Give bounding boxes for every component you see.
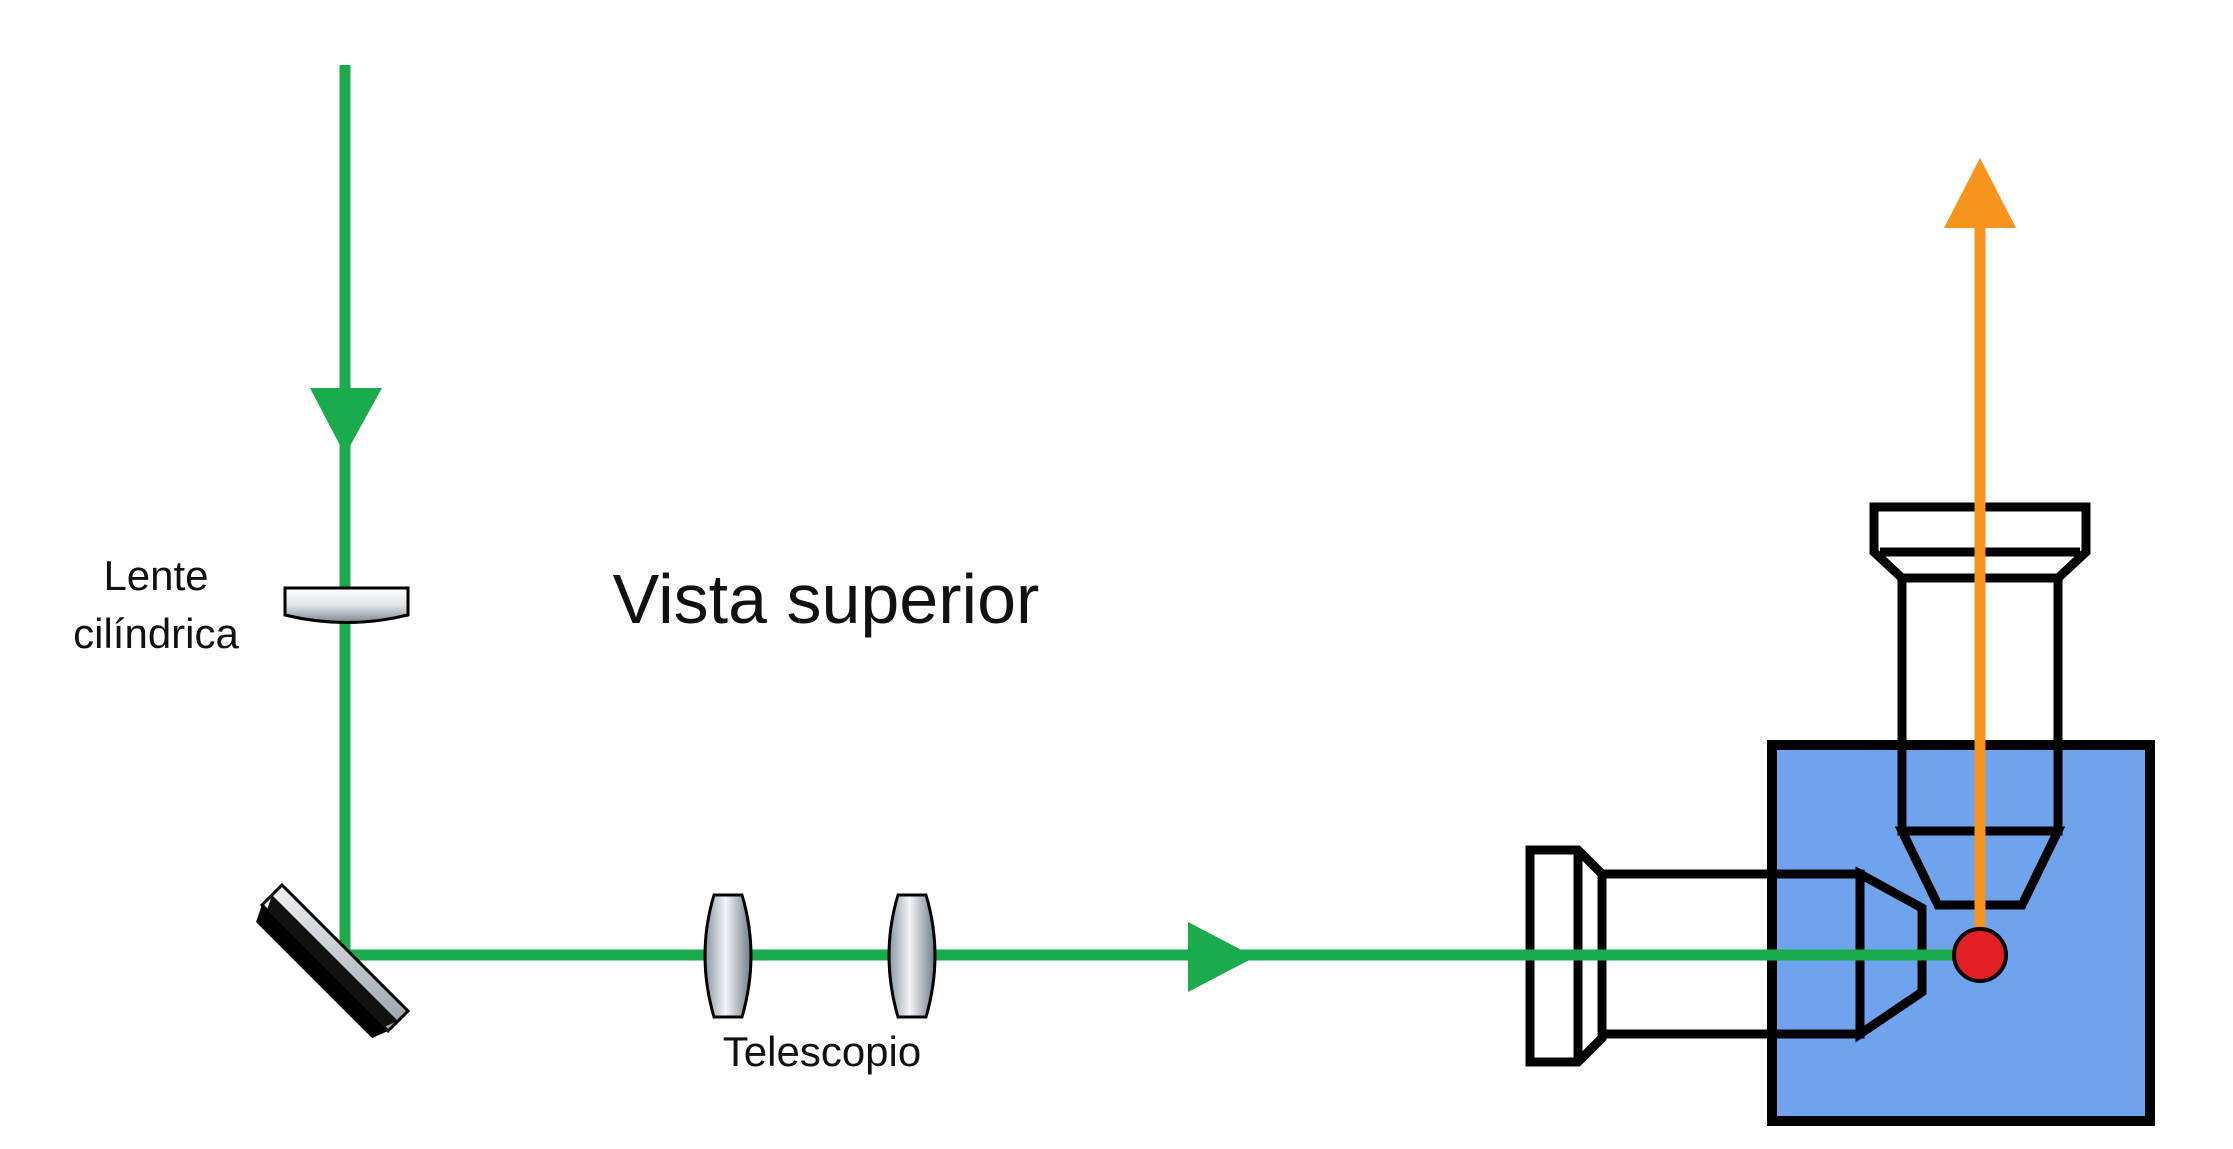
cylindrical-lens-icon bbox=[283, 586, 410, 624]
telescope-lens-2-icon bbox=[887, 893, 937, 1019]
diagram-title: Vista superior bbox=[613, 560, 1040, 638]
emission-beam bbox=[1944, 158, 2016, 955]
sample-chamber bbox=[1767, 740, 2155, 1126]
down-arrow-icon bbox=[310, 388, 382, 455]
sample-icon bbox=[1952, 927, 2008, 983]
telescope-lens-1-icon bbox=[703, 893, 753, 1019]
lens-label-line2: cilíndrica bbox=[73, 610, 239, 657]
right-arrow-icon bbox=[1188, 922, 1255, 992]
mirror-icon bbox=[256, 882, 411, 1038]
excitation-beam bbox=[310, 65, 1980, 992]
telescope-label: Telescopio bbox=[723, 1028, 921, 1075]
up-arrow-icon bbox=[1944, 158, 2016, 228]
lens-label-line1: Lente bbox=[103, 552, 208, 599]
